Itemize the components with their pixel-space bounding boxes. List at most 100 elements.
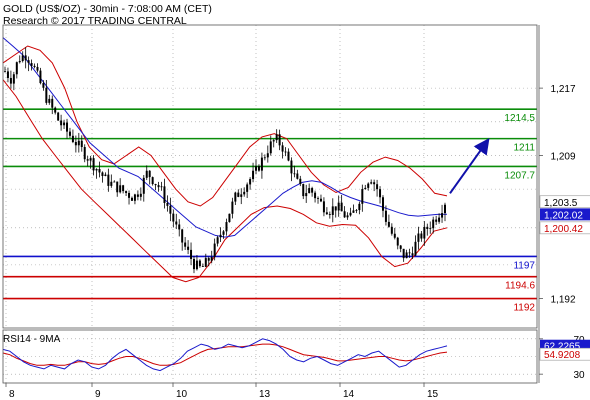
candle-body [30,63,33,66]
candle-body [222,231,225,235]
candle-body [429,228,432,230]
rsi-lines [2,338,448,372]
candle-body [95,168,98,171]
candle-body [51,98,54,108]
candle-body [417,233,420,242]
candle-body [80,140,83,148]
value-tag-label: 54.9208 [544,350,581,361]
candle-body [148,170,151,178]
rsi-panel-label: RSI14 - 9MA [3,334,61,345]
candle-body [9,77,12,84]
candle-body [260,157,263,171]
candle-body [187,246,190,250]
candle-body [122,185,125,192]
candle-body [178,224,181,230]
candle-body [154,184,157,186]
candle-body [133,194,136,201]
candle-body [39,70,42,84]
candle-body [331,206,334,215]
candle-body [367,183,370,188]
candle-body [184,242,187,247]
price-y-tick-label: 1,209 [550,151,575,162]
candle-body [116,181,119,193]
candle-body [181,229,184,243]
band-lower [2,79,448,283]
candle-body [83,147,86,160]
candle-body [125,191,128,193]
candle-body [252,170,255,180]
candle-body [139,193,142,197]
rsi-line [2,338,448,372]
candle-body [444,204,446,214]
value-tag-box [539,347,590,361]
candle-body [60,120,63,126]
level-label-1197: 1197 [513,260,535,271]
rsi-panel-frame [2,329,538,384]
band-upper [2,45,448,207]
candle-body [219,234,222,238]
candle-body [169,205,172,214]
candle-body [213,243,216,258]
value-tag-label: 62.2265 [544,342,581,353]
candle-body [246,184,249,192]
value-tag-box [539,221,590,235]
value-tag-label: 1,200.42 [544,224,583,235]
candle-body [364,187,367,190]
candle-body [272,140,275,142]
candle-body [190,249,193,260]
candle-body [308,188,311,194]
candle-body [160,186,163,188]
candle-body [278,134,281,146]
candle-body [423,226,426,239]
candle-body [317,198,320,199]
candle-body [18,61,21,63]
candle-body [4,71,6,73]
candle-body [45,87,48,103]
candle-body [110,181,113,186]
candle-body [390,226,393,234]
candle-body [370,182,373,184]
candle-body [113,181,116,183]
candle-body [319,198,322,202]
candle-body [337,202,340,211]
candle-body [287,151,290,161]
candle-body [157,185,160,188]
candle-body [426,226,429,229]
candle-body [237,192,240,197]
candle-body [408,252,411,254]
candle-body [228,213,231,223]
candle-body [293,173,296,175]
x-tick-label: 9 [95,389,101,400]
forecast-arrow [449,137,490,194]
level-label-1192: 1192 [513,303,535,314]
candle-body [257,166,260,171]
candle-body [74,142,77,146]
candle-body [346,215,349,218]
candle-body [216,237,219,244]
candle-body [349,212,352,216]
candle-body [284,151,287,153]
candle-body [163,186,166,203]
candle-body [27,60,30,64]
candle-body [373,182,376,185]
candle-body [6,71,9,78]
rsi-ma-line [2,343,448,366]
candle-body [136,194,139,197]
candle-body [281,145,284,152]
candle-body [77,140,80,146]
candle-body [355,210,358,211]
candles [4,47,446,274]
candle-body [411,253,414,256]
value-tag-label: 1,202.02 [544,210,583,221]
candle-body [361,189,364,204]
candle-body [352,210,355,213]
candle-body [172,213,175,222]
candle-body [101,172,104,176]
candle-body [234,192,237,202]
candle-body [201,266,204,267]
candle-body [145,170,148,178]
candle-body [130,197,133,201]
candle-body [198,260,201,267]
candle-body [302,184,305,197]
candle-body [305,193,308,197]
